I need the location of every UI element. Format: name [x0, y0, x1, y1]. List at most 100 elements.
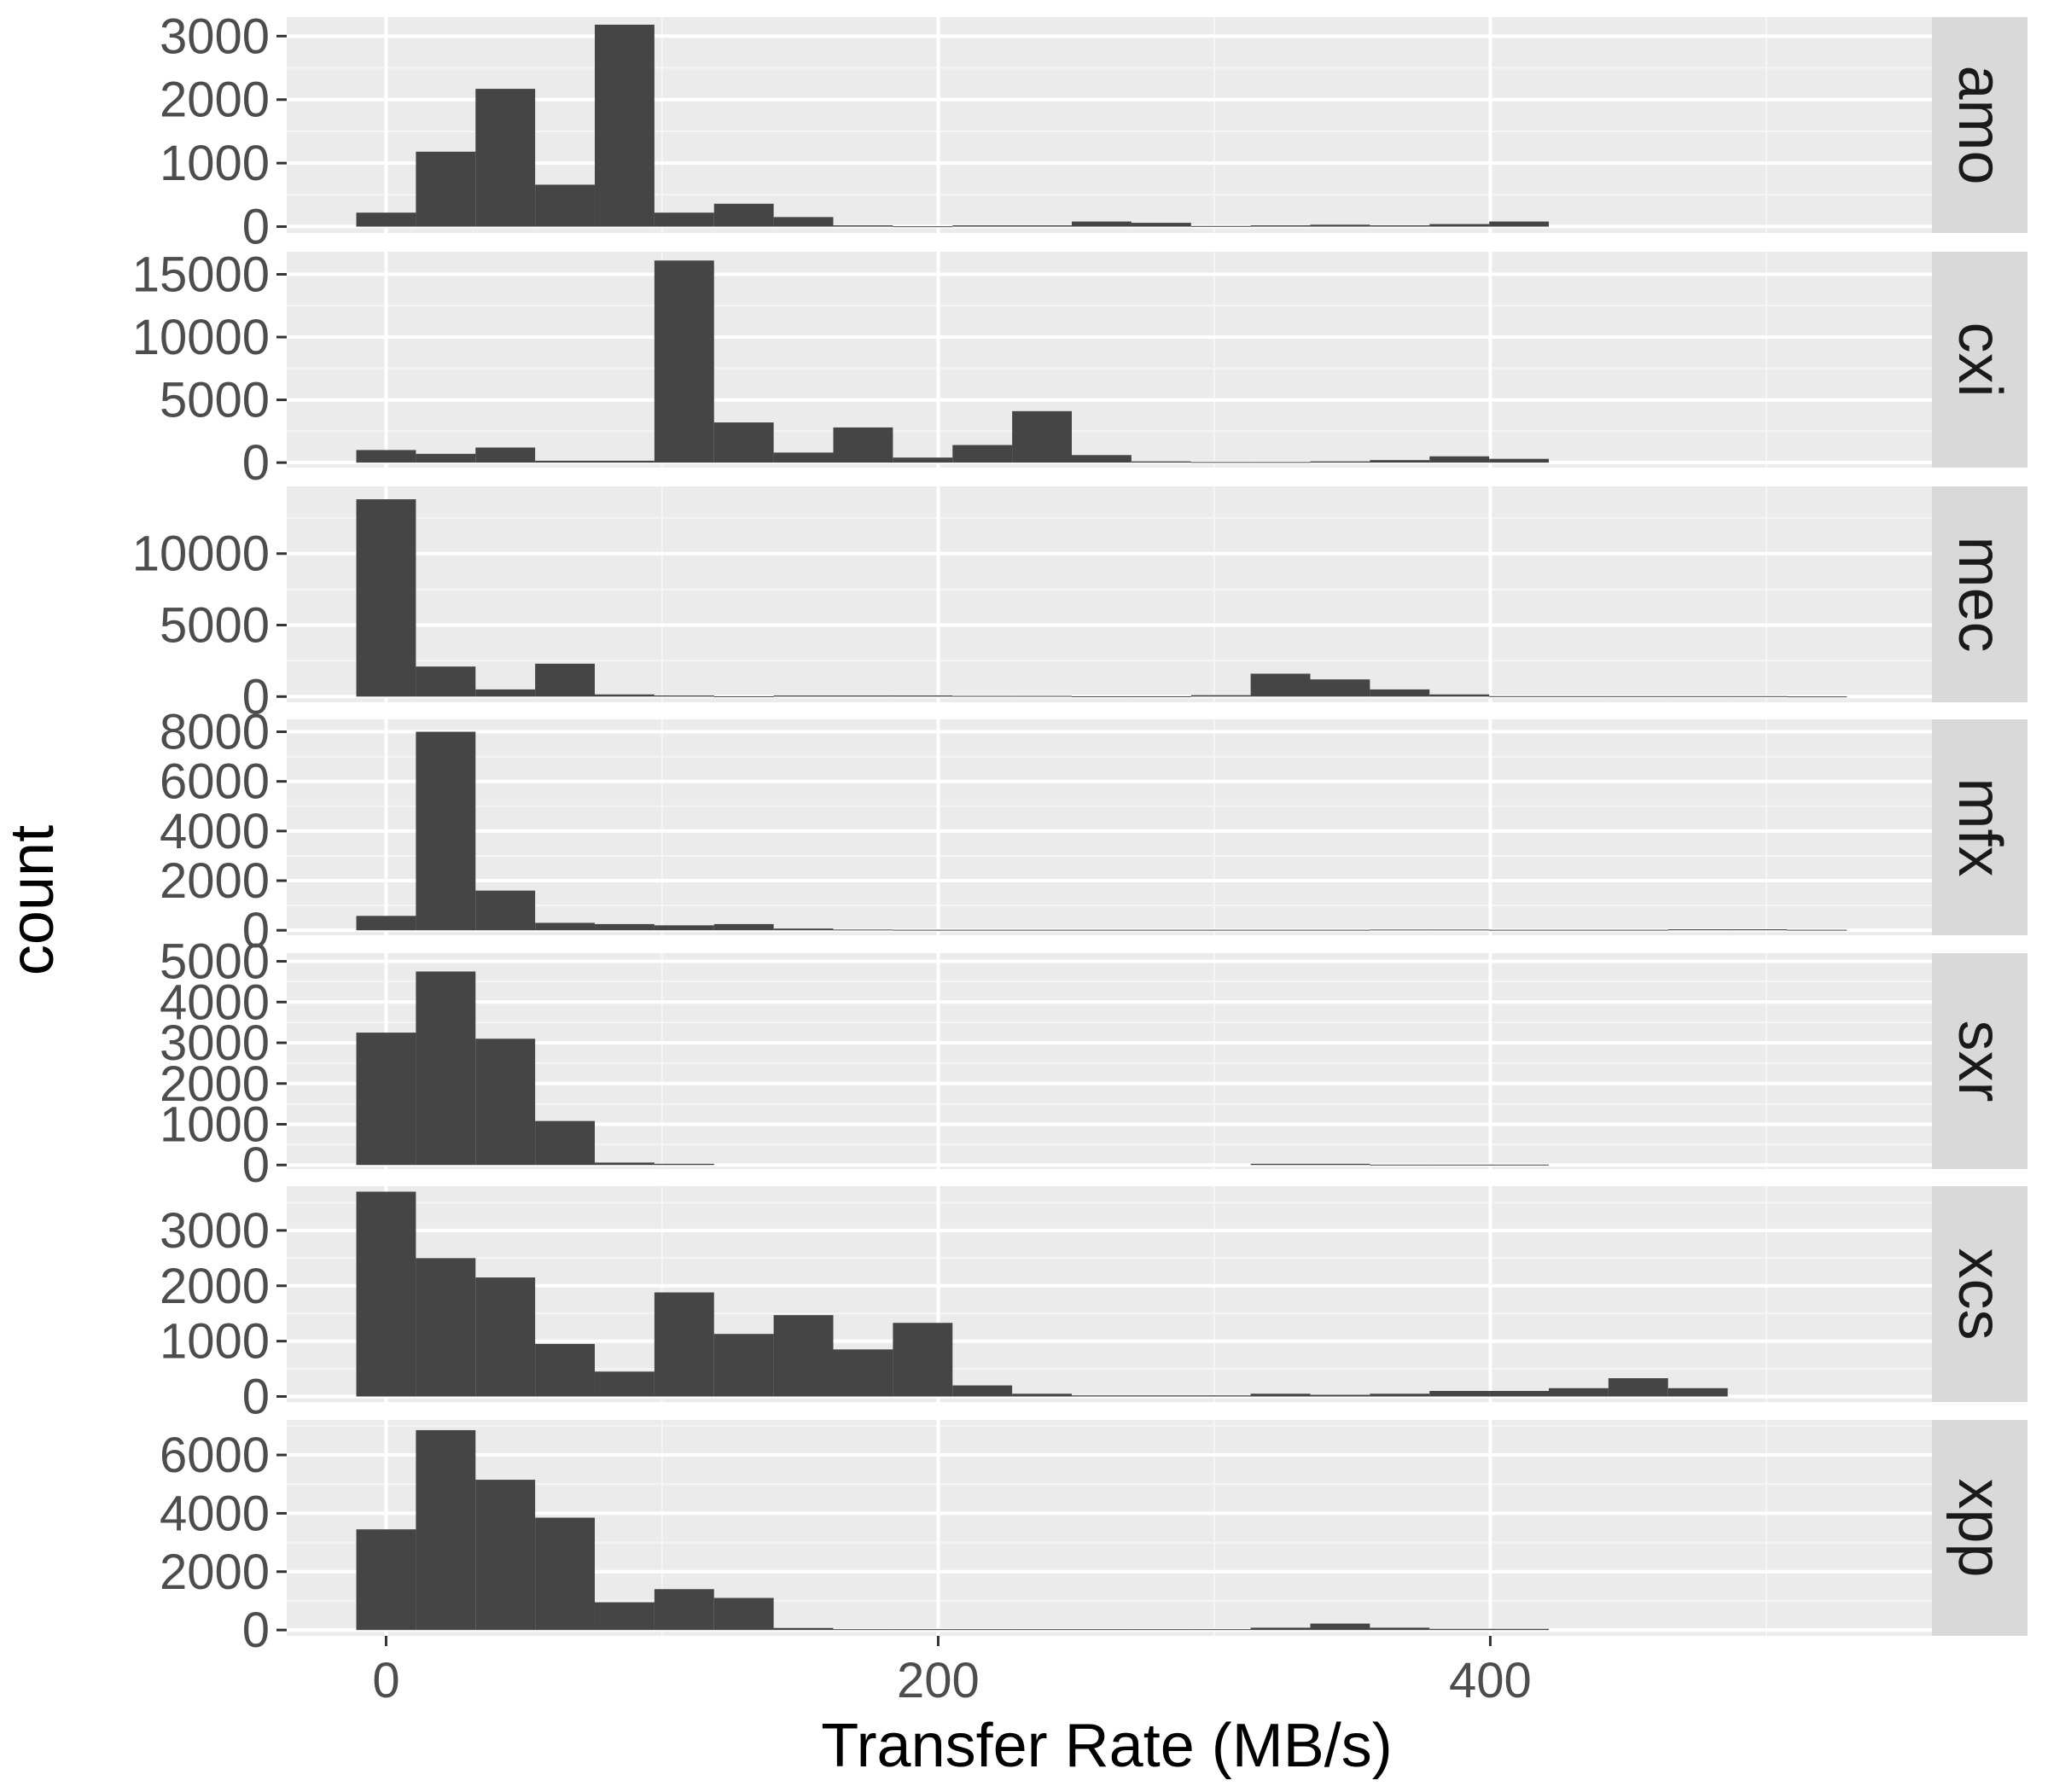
histogram-bar	[1012, 410, 1073, 463]
histogram-bar	[1727, 929, 1788, 931]
histogram-bar	[1667, 695, 1728, 697]
y-tick-label: 0	[242, 1137, 270, 1193]
histogram-bar	[595, 24, 655, 227]
histogram-bar	[833, 427, 893, 463]
x-tick-label: 0	[372, 1653, 399, 1708]
histogram-bar	[595, 1371, 655, 1397]
histogram-bar	[1608, 929, 1668, 931]
histogram-bar	[1489, 458, 1549, 463]
histogram-bar	[416, 666, 476, 697]
histogram-bar	[1012, 225, 1073, 227]
histogram-bar	[1787, 696, 1847, 698]
histogram-bar	[595, 460, 655, 463]
histogram-bar	[713, 1334, 774, 1397]
facet-strip	[1932, 1420, 2028, 1636]
histogram-bar	[1667, 929, 1728, 931]
histogram-bar	[713, 1597, 774, 1631]
histogram-bar	[1190, 462, 1251, 463]
histogram-bar	[1012, 1393, 1073, 1397]
histogram-bar	[952, 929, 1013, 931]
y-tick-label: 1000	[160, 1097, 270, 1152]
histogram-bar	[416, 971, 476, 1166]
histogram-bar	[1429, 456, 1490, 463]
histogram-bar	[1489, 1628, 1549, 1631]
histogram-bar	[654, 1163, 714, 1166]
facet-strip	[1932, 17, 2028, 233]
y-axis-title: count	[0, 825, 67, 975]
histogram-bar	[475, 890, 536, 931]
histogram-bar	[535, 460, 596, 463]
histogram-bar	[893, 695, 953, 697]
y-tick-label: 2000	[160, 73, 270, 128]
y-tick-label: 2000	[160, 853, 270, 909]
histogram-bar	[1072, 929, 1132, 931]
y-tick-label: 1000	[160, 1314, 270, 1370]
histogram-bar	[1012, 1629, 1073, 1631]
histogram-bar	[893, 929, 953, 931]
histogram-bar	[1310, 1623, 1370, 1631]
histogram-bar	[1429, 929, 1490, 931]
histogram-bar	[1489, 695, 1549, 697]
histogram-bar	[1190, 1629, 1251, 1631]
histogram-bar	[952, 445, 1013, 463]
x-axis-title: Transfer Rate (MB/s)	[821, 1712, 1392, 1780]
histogram-bar	[1370, 460, 1430, 463]
facet-cxi: 0 5000 10000 15000 cxi	[132, 247, 2028, 491]
histogram-bar	[1727, 695, 1788, 697]
facet-strip-label: sxr	[1946, 1021, 2014, 1103]
histogram-bar	[893, 1323, 953, 1397]
histogram-bar	[1250, 1627, 1311, 1631]
facet-strip-label: mfx	[1946, 778, 2014, 877]
histogram-bar	[475, 689, 536, 697]
histogram-bar	[1429, 224, 1490, 227]
histogram-bar	[654, 260, 714, 463]
histogram-bar	[1608, 695, 1668, 697]
y-tick-label: 0	[242, 200, 270, 255]
histogram-bar	[475, 1480, 536, 1631]
y-tick-label: 3000	[160, 1015, 270, 1071]
histogram-bar	[1250, 225, 1311, 227]
histogram-bar	[1250, 462, 1311, 463]
histogram-bar	[1489, 1164, 1549, 1166]
histogram-bar	[1131, 461, 1191, 463]
y-tick-label: 8000	[160, 705, 270, 760]
histogram-bar	[1787, 929, 1847, 931]
facet-strip	[1932, 252, 2028, 468]
histogram-bar	[1370, 1393, 1430, 1397]
histogram-bar	[416, 453, 476, 463]
facet-strip	[1932, 1186, 2028, 1402]
histogram-bar	[654, 1589, 714, 1631]
histogram-bar	[893, 1629, 953, 1631]
x-tick-label: 200	[897, 1653, 980, 1708]
histogram-bar	[833, 929, 893, 931]
facet-strip-label: amo	[1946, 65, 2014, 184]
histogram-bar	[773, 695, 834, 697]
y-tick-label: 5000	[160, 373, 270, 428]
histogram-bar	[833, 1349, 893, 1397]
histogram-bar	[952, 1385, 1013, 1397]
y-tick-label: 2000	[160, 1259, 270, 1314]
histogram-bar	[356, 1033, 416, 1166]
histogram-bar	[893, 226, 953, 228]
histogram-bar	[416, 1258, 476, 1397]
histogram-bar	[654, 695, 714, 697]
histogram-bar	[713, 422, 774, 463]
histogram-bar	[1310, 461, 1370, 463]
histogram-bar	[654, 925, 714, 931]
histogram-bar	[1131, 1395, 1191, 1397]
histogram-bar	[952, 695, 1013, 697]
y-tick-label: 0	[242, 1370, 270, 1425]
histogram-bar	[1548, 695, 1609, 697]
x-axis: 0 200 400	[372, 1636, 1532, 1708]
histogram-bar	[833, 1629, 893, 1631]
y-tick-label: 5000	[160, 934, 270, 990]
histogram-bar	[1310, 224, 1370, 227]
histogram-bar	[595, 1162, 655, 1166]
facet-strip-label: cxi	[1946, 323, 2014, 398]
y-tick-label: 3000	[160, 9, 270, 64]
histogram-bar	[1131, 695, 1191, 697]
histogram-bar	[535, 184, 596, 227]
histogram-bar	[1548, 1388, 1609, 1397]
